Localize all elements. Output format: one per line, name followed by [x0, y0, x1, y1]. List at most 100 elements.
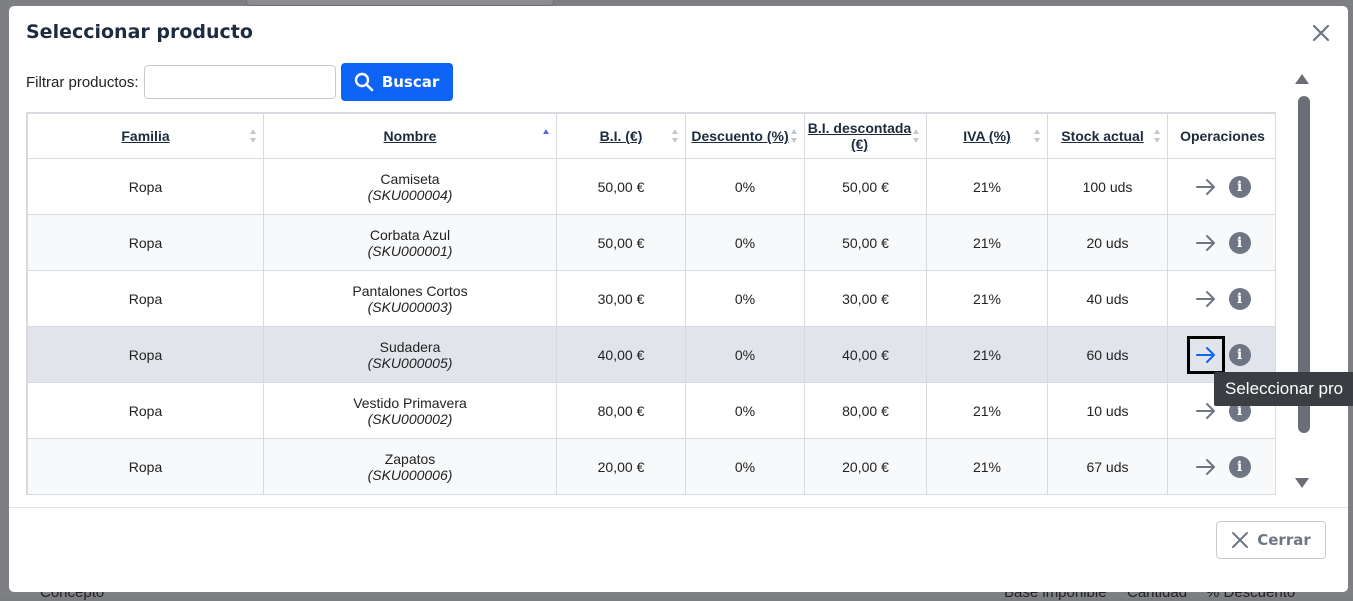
product-name: Camiseta — [380, 170, 440, 187]
column-header-stock[interactable]: Stock actual — [1047, 113, 1168, 159]
products-table-container: Familia Nombre B.I. (€) Descuento (%) B.… — [26, 112, 1276, 495]
products-table: Familia Nombre B.I. (€) Descuento (%) B.… — [27, 113, 1275, 494]
scrollbar-thumb[interactable] — [1298, 96, 1310, 433]
product-sku: (SKU000005) — [367, 354, 453, 371]
close-button[interactable]: Cerrar — [1216, 521, 1326, 559]
cell-stock: 100 uds — [1047, 158, 1168, 215]
cell-descuento: 0% — [685, 158, 805, 215]
sort-icon — [1154, 129, 1160, 143]
close-icon — [1232, 532, 1249, 548]
arrow-right-icon[interactable] — [1195, 176, 1217, 198]
table-row[interactable]: Ropa Zapatos (SKU000006) 20,00 € 0% 20,00… — [27, 438, 1275, 494]
cell-bi: 50,00 € — [556, 158, 686, 215]
cell-iva: 21% — [926, 158, 1048, 215]
cell-descuento: 0% — [685, 326, 805, 383]
cell-nombre: Vestido Primavera (SKU000002) — [263, 382, 557, 439]
column-header-familia[interactable]: Familia — [27, 113, 264, 159]
arrow-right-icon[interactable] — [1195, 288, 1217, 310]
cell-familia: Ropa — [27, 326, 264, 383]
cell-nombre: Zapatos (SKU000006) — [263, 438, 557, 494]
cell-descuento: 0% — [685, 270, 805, 327]
column-header-bi[interactable]: B.I. (€) — [556, 113, 686, 159]
sort-icon — [672, 129, 678, 143]
sort-icon — [250, 129, 256, 143]
cell-stock: 67 uds — [1047, 438, 1168, 494]
sort-icon — [913, 129, 919, 143]
cell-operaciones: i — [1167, 270, 1275, 327]
filter-label: Filtrar productos: — [26, 73, 139, 91]
cell-bi-descontada: 50,00 € — [804, 158, 927, 215]
arrow-right-icon[interactable] — [1186, 335, 1225, 374]
cell-stock: 60 uds — [1047, 326, 1168, 383]
cell-iva: 21% — [926, 326, 1048, 383]
product-name: Zapatos — [384, 450, 436, 467]
background-input — [246, 0, 554, 6]
cell-bi-descontada: 30,00 € — [804, 270, 927, 327]
cell-descuento: 0% — [685, 438, 805, 494]
column-header-bi-descontada[interactable]: B.I. descontada (€) — [804, 113, 927, 159]
table-row[interactable]: Ropa Vestido Primavera (SKU000002) 80,00 … — [27, 382, 1275, 439]
select-product-modal: Seleccionar producto Filtrar productos: … — [9, 6, 1348, 592]
product-sku: (SKU000006) — [367, 466, 453, 483]
cell-familia: Ropa — [27, 382, 264, 439]
info-icon[interactable]: i — [1228, 287, 1251, 310]
cell-iva: 21% — [926, 270, 1048, 327]
cell-operaciones: i — [1167, 158, 1275, 215]
table-row[interactable]: Ropa Sudadera (SKU000005) 40,00 € 0% 40,0… — [27, 326, 1275, 383]
cell-descuento: 0% — [685, 382, 805, 439]
column-header-nombre[interactable]: Nombre — [263, 113, 557, 159]
product-sku: (SKU000003) — [367, 298, 453, 315]
sort-icon — [1034, 129, 1040, 143]
cell-bi: 40,00 € — [556, 326, 686, 383]
cell-bi: 30,00 € — [556, 270, 686, 327]
close-icon[interactable] — [1310, 22, 1332, 44]
scroll-down-arrow[interactable] — [1295, 478, 1309, 488]
product-name: Vestido Primavera — [353, 394, 467, 411]
arrow-right-icon[interactable] — [1195, 456, 1217, 478]
cell-operaciones: i — [1167, 214, 1275, 271]
info-icon[interactable]: i — [1228, 175, 1251, 198]
sort-icon — [791, 129, 797, 143]
cell-iva: 21% — [926, 382, 1048, 439]
product-sku: (SKU000002) — [367, 410, 453, 427]
cell-familia: Ropa — [27, 158, 264, 215]
product-name: Corbata Azul — [369, 226, 451, 243]
cell-stock: 10 uds — [1047, 382, 1168, 439]
cell-descuento: 0% — [685, 214, 805, 271]
product-sku: (SKU000004) — [367, 186, 453, 203]
info-icon[interactable]: i — [1228, 343, 1251, 366]
cell-familia: Ropa — [27, 270, 264, 327]
info-icon[interactable]: i — [1228, 455, 1251, 478]
cell-bi-descontada: 20,00 € — [804, 438, 927, 494]
close-button-label: Cerrar — [1257, 531, 1311, 549]
tooltip: Seleccionar pro — [1214, 372, 1353, 406]
column-header-descuento[interactable]: Descuento (%) — [685, 113, 805, 159]
arrow-right-icon[interactable] — [1195, 400, 1217, 422]
cell-stock: 20 uds — [1047, 214, 1168, 271]
filter-products-input[interactable] — [143, 65, 336, 99]
info-icon[interactable]: i — [1228, 231, 1251, 254]
table-row[interactable]: Ropa Camiseta (SKU000004) 50,00 € 0% 50,0… — [27, 158, 1275, 215]
table-header-row: Familia Nombre B.I. (€) Descuento (%) B.… — [27, 113, 1275, 159]
modal-title: Seleccionar producto — [26, 21, 253, 43]
cell-bi: 50,00 € — [556, 214, 686, 271]
cell-bi: 80,00 € — [556, 382, 686, 439]
product-name: Pantalones Cortos — [352, 282, 468, 299]
cell-nombre: Corbata Azul (SKU000001) — [263, 214, 557, 271]
column-header-iva[interactable]: IVA (%) — [926, 113, 1048, 159]
cell-operaciones: i — [1167, 438, 1275, 494]
cell-iva: 21% — [926, 214, 1048, 271]
cell-bi-descontada: 50,00 € — [804, 214, 927, 271]
product-name: Sudadera — [379, 338, 441, 355]
arrow-right-icon[interactable] — [1195, 232, 1217, 254]
table-row[interactable]: Ropa Corbata Azul (SKU000001) 50,00 € 0% … — [27, 214, 1275, 271]
search-icon — [354, 72, 374, 92]
search-button[interactable]: Buscar — [340, 63, 453, 101]
product-sku: (SKU000001) — [367, 242, 453, 259]
cell-iva: 21% — [926, 438, 1048, 494]
table-row[interactable]: Ropa Pantalones Cortos (SKU000003) 30,00 … — [27, 270, 1275, 327]
filter-row: Filtrar productos: Buscar — [26, 63, 453, 101]
scroll-up-arrow[interactable] — [1295, 74, 1309, 84]
cell-stock: 40 uds — [1047, 270, 1168, 327]
cell-familia: Ropa — [27, 438, 264, 494]
